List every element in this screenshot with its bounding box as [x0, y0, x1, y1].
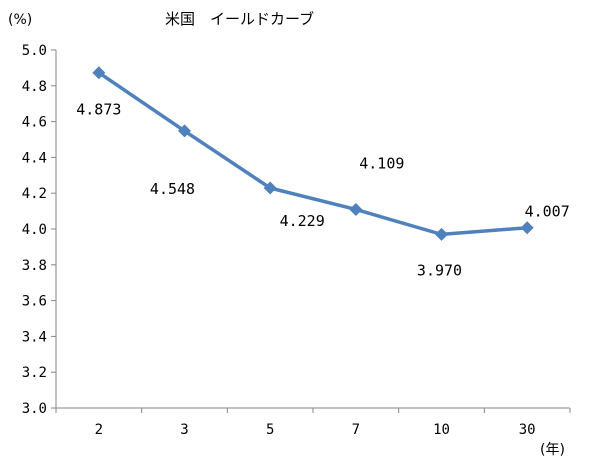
x-axis-unit: (年): [540, 442, 565, 458]
data-label: 3.970: [417, 261, 462, 279]
data-label: 4.229: [280, 212, 325, 230]
data-label: 4.007: [525, 203, 570, 221]
data-point-marker: [263, 181, 277, 195]
data-label: 4.873: [76, 101, 121, 119]
x-tick-label: 7: [352, 422, 360, 438]
data-point-marker: [92, 66, 106, 80]
x-tick-label: 5: [266, 422, 274, 438]
data-label: 4.109: [359, 154, 404, 172]
x-tick-label: 30: [519, 422, 536, 438]
data-point-marker: [178, 124, 191, 138]
y-tick-label: 3.2: [22, 365, 47, 381]
y-tick-label: 3.4: [22, 329, 47, 345]
y-tick-label: 4.8: [22, 79, 47, 95]
y-axis-unit: (%): [8, 12, 32, 28]
chart-title: 米国 イールドカーブ: [165, 10, 314, 28]
y-tick-label: 5.0: [22, 43, 47, 59]
y-tick-label: 3.8: [22, 258, 47, 274]
data-label: 4.548: [150, 180, 195, 198]
y-tick-label: 4.4: [22, 150, 47, 166]
y-tick-label: 4.2: [22, 186, 47, 202]
y-tick-label: 4.6: [22, 115, 47, 131]
y-tick-label: 3.0: [22, 401, 47, 417]
x-tick-label: 3: [180, 422, 188, 438]
x-tick-label: 2: [95, 422, 103, 438]
data-point-marker: [349, 202, 363, 216]
x-tick-label: 10: [433, 422, 450, 438]
series-line: [97, 71, 528, 237]
data-point-marker: [520, 221, 534, 235]
y-tick-label: 3.6: [22, 294, 47, 310]
data-point-marker: [435, 227, 448, 241]
y-tick-label: 4.0: [22, 222, 47, 238]
